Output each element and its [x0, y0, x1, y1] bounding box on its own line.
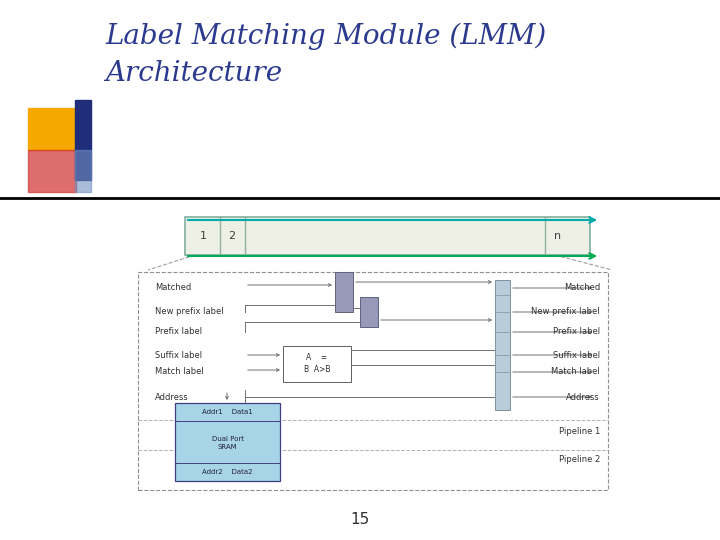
Text: Pipeline 1: Pipeline 1	[559, 428, 600, 436]
Text: Match label: Match label	[155, 368, 204, 376]
Text: Label Matching Module (LMM): Label Matching Module (LMM)	[105, 23, 546, 50]
Text: Addr2    Data2: Addr2 Data2	[202, 469, 253, 475]
Text: n: n	[554, 231, 562, 241]
Text: Matched: Matched	[155, 284, 192, 293]
Text: B  A>B: B A>B	[304, 366, 330, 375]
Text: Suffix label: Suffix label	[155, 350, 202, 360]
Text: Addr1    Data1: Addr1 Data1	[202, 409, 253, 415]
Text: Address: Address	[155, 393, 189, 402]
Text: Suffix label: Suffix label	[553, 350, 600, 360]
Text: Dual Port: Dual Port	[212, 436, 243, 442]
Text: Prefix label: Prefix label	[155, 327, 202, 336]
Text: New prefix label: New prefix label	[155, 307, 224, 316]
Bar	[75, 100, 91, 180]
Text: A    =: A =	[307, 354, 328, 362]
Bar	[75, 150, 91, 192]
Text: SRAM: SRAM	[217, 444, 238, 450]
Text: Matched: Matched	[564, 284, 600, 293]
Bar	[185, 217, 590, 255]
Text: Match label: Match label	[552, 368, 600, 376]
Bar	[283, 346, 351, 382]
Bar	[335, 272, 353, 312]
Text: 15: 15	[351, 512, 369, 528]
Bar	[28, 108, 76, 150]
Bar	[495, 280, 510, 410]
Bar	[360, 297, 378, 327]
Text: 1: 1	[199, 231, 207, 241]
Text: Address: Address	[566, 393, 600, 402]
Text: Prefix label: Prefix label	[553, 327, 600, 336]
Text: New prefix label: New prefix label	[531, 307, 600, 316]
Bar	[138, 272, 608, 490]
Text: Pipeline 2: Pipeline 2	[559, 456, 600, 464]
Text: Architecture: Architecture	[105, 60, 282, 87]
Bar	[28, 150, 76, 192]
Bar	[175, 403, 280, 481]
Text: 2: 2	[228, 231, 235, 241]
